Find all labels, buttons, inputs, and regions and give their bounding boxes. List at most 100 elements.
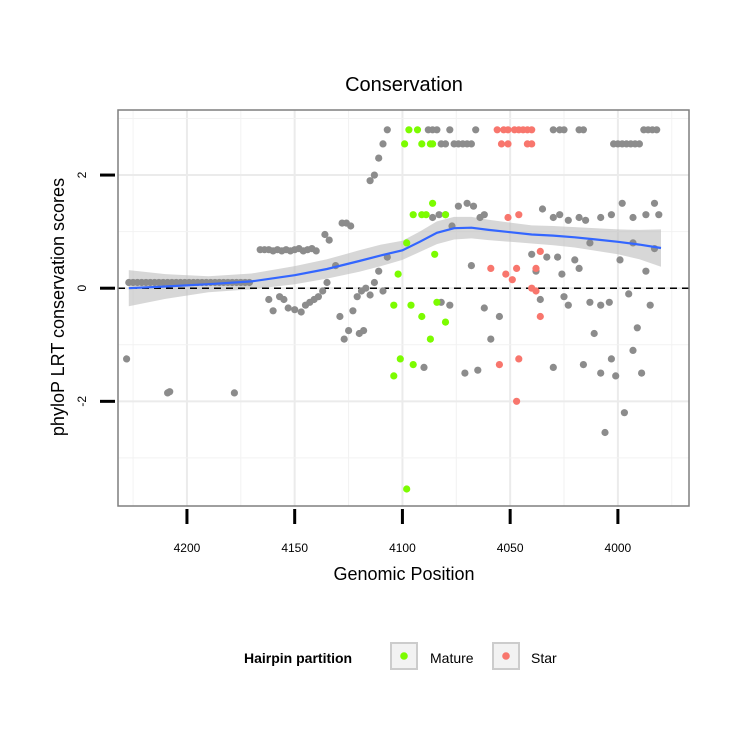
data-point-other bbox=[123, 355, 131, 363]
plot-background bbox=[118, 110, 689, 506]
legend: Hairpin partition Mature Star bbox=[244, 642, 557, 670]
data-point-other bbox=[474, 366, 482, 374]
data-point-other bbox=[579, 126, 588, 134]
data-point-other bbox=[495, 312, 503, 321]
data-point-other bbox=[597, 301, 605, 309]
data-point-mature bbox=[396, 355, 404, 363]
data-point-other bbox=[314, 293, 322, 301]
data-point-other bbox=[560, 293, 568, 301]
data-point-mature bbox=[418, 312, 426, 321]
data-point-other bbox=[560, 126, 568, 134]
data-point-other bbox=[433, 126, 441, 134]
data-point-other bbox=[554, 253, 562, 261]
data-point-other bbox=[463, 199, 471, 207]
legend-swatch-mature bbox=[400, 652, 408, 660]
data-point-star bbox=[528, 140, 536, 148]
data-point-other bbox=[642, 211, 650, 219]
plot-border bbox=[117, 109, 690, 507]
data-point-other bbox=[321, 230, 329, 239]
data-point-other bbox=[454, 202, 462, 210]
data-point-other bbox=[549, 213, 557, 222]
data-point-other bbox=[353, 293, 361, 301]
data-point-mature bbox=[403, 485, 411, 493]
data-point-other bbox=[472, 126, 480, 134]
data-point-star bbox=[497, 140, 506, 148]
data-point-other bbox=[291, 306, 299, 314]
data-point-other bbox=[480, 211, 488, 219]
smooth-trend-line bbox=[128, 226, 662, 290]
data-point-other bbox=[607, 211, 616, 219]
data-point-other bbox=[379, 287, 387, 295]
data-point-other bbox=[469, 202, 478, 210]
data-point-other bbox=[629, 346, 637, 354]
data-point-other bbox=[312, 247, 320, 255]
data-point-mature bbox=[413, 126, 422, 134]
data-point-other bbox=[564, 216, 572, 224]
legend-label-mature: Mature bbox=[430, 650, 474, 666]
data-point-other bbox=[435, 211, 443, 219]
x-tick-label: 4050 bbox=[497, 541, 524, 555]
data-point-star bbox=[502, 270, 510, 278]
data-point-other bbox=[638, 369, 646, 377]
data-point-other bbox=[642, 267, 650, 275]
data-point-other bbox=[579, 361, 588, 369]
data-point-other bbox=[633, 324, 641, 332]
data-point-other bbox=[370, 171, 378, 179]
legend-key-mature bbox=[390, 642, 418, 670]
data-point-other bbox=[605, 298, 613, 306]
data-point-other bbox=[375, 267, 383, 275]
data-point-mature bbox=[422, 211, 430, 219]
data-point-other bbox=[366, 177, 374, 185]
x-tick-label: 4100 bbox=[389, 541, 416, 555]
data-point-mature bbox=[433, 298, 441, 306]
data-point-other bbox=[441, 140, 450, 148]
data-point-other bbox=[362, 284, 370, 292]
data-point-mature bbox=[390, 301, 398, 309]
data-point-star bbox=[515, 211, 523, 219]
data-point-other bbox=[269, 307, 277, 315]
data-point-mature bbox=[407, 301, 415, 309]
data-point-other bbox=[325, 236, 333, 244]
data-point-other bbox=[467, 140, 475, 148]
data-point-other bbox=[646, 301, 654, 309]
data-point-other bbox=[558, 270, 566, 278]
data-point-mature bbox=[426, 335, 434, 343]
data-point-other bbox=[601, 428, 609, 437]
data-point-other bbox=[265, 295, 273, 304]
data-point-other bbox=[370, 278, 378, 287]
data-point-other bbox=[538, 205, 547, 213]
data-point-star bbox=[536, 312, 544, 321]
data-point-other bbox=[607, 355, 616, 363]
data-point-other bbox=[379, 140, 387, 148]
data-point-mature bbox=[426, 140, 434, 148]
data-point-other bbox=[446, 126, 454, 134]
data-point-other bbox=[582, 216, 590, 224]
data-point-mature bbox=[394, 270, 402, 278]
data-point-other bbox=[635, 140, 644, 148]
data-point-other bbox=[597, 213, 605, 222]
data-point-other bbox=[467, 262, 475, 270]
data-point-mature bbox=[401, 140, 409, 148]
data-point-other bbox=[543, 253, 551, 261]
data-point-other bbox=[366, 291, 374, 299]
data-point-other bbox=[536, 295, 544, 304]
y-tick-label: 0 bbox=[75, 285, 89, 292]
data-point-other bbox=[360, 327, 368, 335]
data-point-other bbox=[297, 308, 305, 316]
data-point-other bbox=[429, 213, 437, 222]
x-tick-label: 4150 bbox=[281, 541, 308, 555]
plot-panel bbox=[117, 109, 690, 507]
data-point-other bbox=[319, 287, 327, 295]
data-points bbox=[123, 126, 663, 493]
data-point-other bbox=[575, 213, 583, 222]
data-point-other bbox=[461, 369, 469, 377]
data-point-other bbox=[575, 264, 583, 272]
data-point-other bbox=[336, 312, 344, 321]
data-point-star bbox=[513, 397, 521, 405]
data-point-mature bbox=[409, 361, 417, 369]
data-point-mature bbox=[429, 199, 437, 207]
data-point-star bbox=[515, 355, 523, 363]
data-point-other bbox=[586, 239, 594, 247]
data-point-mature bbox=[441, 211, 450, 219]
